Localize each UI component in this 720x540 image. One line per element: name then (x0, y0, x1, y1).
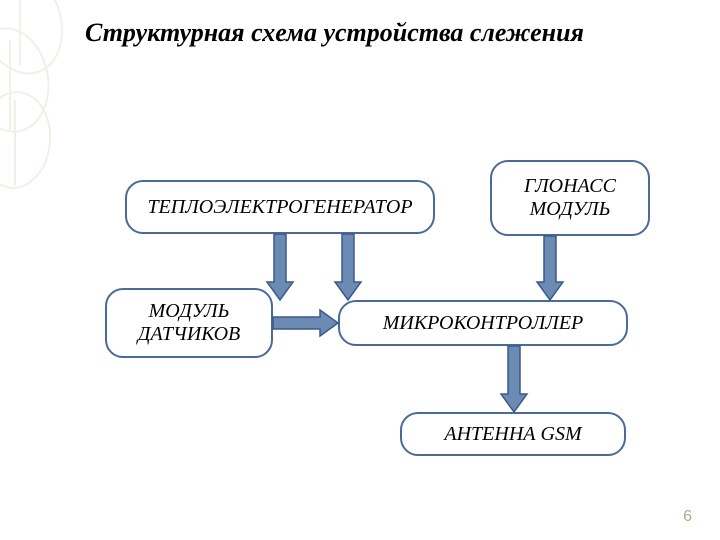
node-glonass: ГЛОНАСС МОДУЛЬ (490, 160, 650, 236)
node-mcu: МИКРОКОНТРОЛЛЕР (338, 300, 628, 346)
arrow-1 (335, 234, 361, 300)
page-number: 6 (683, 508, 692, 526)
arrow-0 (267, 234, 293, 300)
diagram-title: Структурная схема устройства слежения (85, 18, 584, 48)
node-teg: ТЕПЛОЭЛЕКТРОГЕНЕРАТОР (125, 180, 435, 234)
node-antenna: АНТЕННА GSM (400, 412, 626, 456)
node-sensors: МОДУЛЬ ДАТЧИКОВ (105, 288, 273, 358)
arrows-layer (0, 0, 720, 540)
arrow-3 (273, 310, 338, 336)
arrow-4 (501, 346, 527, 412)
arrow-2 (537, 236, 563, 300)
